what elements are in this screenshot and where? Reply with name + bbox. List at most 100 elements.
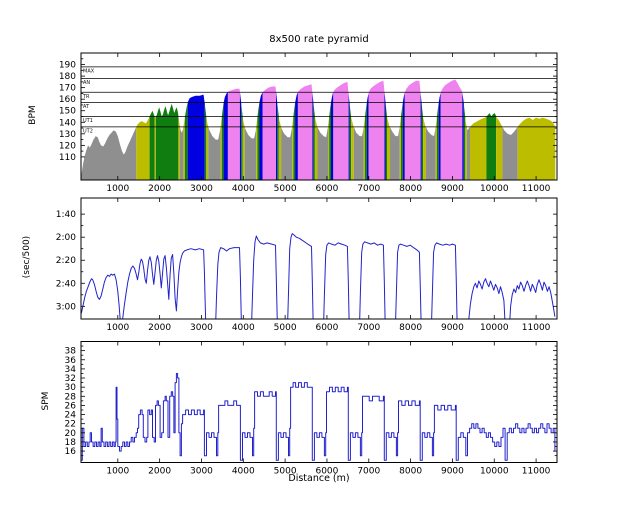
hr-zone-area-UT2-yellow <box>183 116 185 180</box>
hr-zone-area-UT2-yellow <box>136 116 150 180</box>
pace_sec_per_500m-line <box>81 233 556 319</box>
hr-zone-area-AT-blue <box>384 92 386 180</box>
hr-zone-area-UT2-yellow <box>206 116 209 180</box>
heart-rate-plot: MAX AN TR AT UT1 UT2 1000 2000 3000 4000 5000 6000 7… <box>59 52 558 194</box>
x-tick-label: 10000 <box>480 467 509 477</box>
stroke-rate-frame <box>80 341 558 463</box>
x-tick-label: 7000 <box>357 323 380 333</box>
hr-zone-area-UT1-green <box>385 102 387 180</box>
pace-axis-label: (sec/500) <box>22 235 32 279</box>
hr-zone-area-UT2-yellow <box>256 116 258 180</box>
hr-zone-area-rest-gray <box>425 126 436 180</box>
hr-zone-area-UT1-green <box>401 102 403 180</box>
x-tick-label: 6000 <box>315 323 338 333</box>
hr-zone-area-UT1-green <box>184 102 188 180</box>
hr-zone-area-UT2-yellow <box>278 116 282 180</box>
y-tick-label: 24 <box>65 411 77 421</box>
y-tick-label: 20 <box>65 429 77 439</box>
hr-zone-area-rest-gray <box>81 126 137 180</box>
hr-zone-area-UT1-green <box>329 102 331 180</box>
x-tick-label: 9000 <box>441 323 464 333</box>
hr-zone-area-AT-blue <box>348 92 350 180</box>
y-tick-label: 36 <box>65 356 77 366</box>
hr-zone-area-rest-gray <box>317 126 328 180</box>
x-tick-label: 8000 <box>399 467 422 477</box>
x-tick-label: 9000 <box>441 184 464 194</box>
hr-zone-area-UT1-green <box>313 102 315 180</box>
y-tick-label: 2:20 <box>56 256 76 266</box>
hr-zone-area-AT-blue <box>366 92 369 180</box>
hr-zone-area-UT1-green <box>421 102 424 180</box>
x-tick-label: 7000 <box>357 184 380 194</box>
hr-zone-area-AT-blue <box>402 92 405 180</box>
hr-zone-area-TR-violet <box>227 88 240 180</box>
x-tick-label: 5000 <box>274 323 297 333</box>
hr-zone-area-TR-violet <box>262 86 276 180</box>
x-tick-label: 4000 <box>232 184 255 194</box>
hr-zone-area-UT2-yellow <box>517 117 556 180</box>
zone-line-label-AN: AN <box>83 80 90 86</box>
y-tick-label: 120 <box>59 141 76 151</box>
y-tick-label: 130 <box>59 130 76 140</box>
hr-zone-area-AT-blue <box>295 92 298 180</box>
x-tick-label: 7000 <box>357 467 380 477</box>
hr-zone-area-UT1-green <box>221 102 224 180</box>
x-tick-label: 5000 <box>274 184 297 194</box>
x-tick-label: 5000 <box>274 467 297 477</box>
hr-zone-area-AT-blue <box>239 92 242 180</box>
y-tick-label: 30 <box>65 383 77 393</box>
hr-zone-area-UT2-yellow <box>387 116 390 180</box>
hr-zone-area-UT1-green <box>486 113 497 180</box>
hr-zone-area-TR-violet <box>440 79 463 180</box>
x-tick-label: 4000 <box>232 467 255 477</box>
hr-zone-area-UT1-green <box>149 110 155 180</box>
y-tick-label: 140 <box>59 118 76 128</box>
y-tick-label: 150 <box>59 107 76 117</box>
distance-axis-label: Distance (m) <box>288 473 350 484</box>
hr-zone-area-TR-violet <box>368 80 385 180</box>
hr-zone-area-rest-gray <box>466 126 470 180</box>
hr-zone-area-AT-blue <box>276 92 278 180</box>
hr-zone-area-UT2-yellow <box>154 116 156 180</box>
y-tick-label: 16 <box>65 447 77 457</box>
hr-zone-area-UT1-green <box>436 102 439 180</box>
x-tick-label: 3000 <box>190 323 213 333</box>
zone-line-label-UT2: UT2 <box>83 128 93 134</box>
y-tick-label: 22 <box>65 420 76 430</box>
x-tick-label: 2000 <box>148 323 171 333</box>
hr-zone-area-UT2-yellow <box>292 116 294 180</box>
hr-zone-area-UT1-green <box>155 103 179 180</box>
hr-zone-area-AT-blue <box>312 92 314 180</box>
y-tick-label: 38 <box>65 347 77 357</box>
hr-zone-area-AT-blue <box>331 92 334 180</box>
hr-zone-area-UT2-yellow <box>178 116 180 180</box>
x-tick-label: 1000 <box>106 184 129 194</box>
hr-zone-area-UT2-yellow <box>470 116 487 180</box>
y-tick-label: 2:00 <box>56 233 76 243</box>
stroke-rate-plot: 1000 2000 3000 4000 5000 6000 7000 8000 9000 1000… <box>65 341 558 477</box>
y-tick-label: 170 <box>59 84 76 94</box>
x-tick-label: 6000 <box>315 467 338 477</box>
pace-plot: 1000 2000 3000 4000 5000 6000 7000 8000 9000 1000… <box>56 197 558 333</box>
y-tick-label: 1:40 <box>56 210 76 220</box>
x-tick-label: 8000 <box>399 184 422 194</box>
zone-line-label-TR: TR <box>82 94 90 100</box>
spm-axis-label: SPM <box>41 391 51 411</box>
hr-zone-area-UT2-yellow <box>351 116 354 180</box>
chart-title: 8x500 rate pyramid <box>269 34 369 45</box>
hr-zone-area-TR-violet <box>297 84 313 180</box>
x-tick-label: 10000 <box>480 323 509 333</box>
zone-line-label-AT: AT <box>83 104 90 110</box>
x-tick-label: 9000 <box>441 467 464 477</box>
hr-zone-area-rest-gray <box>353 126 364 180</box>
x-tick-label: 3000 <box>190 467 213 477</box>
x-tick-label: 11000 <box>522 184 551 194</box>
hr-zone-area-UT2-yellow <box>399 116 401 180</box>
hr-zone-area-rest-gray <box>281 126 293 180</box>
y-tick-label: 26 <box>65 401 77 411</box>
x-tick-label: 2000 <box>148 184 171 194</box>
hr-zone-area-rest-gray <box>244 126 257 180</box>
zone-line-label-UT1: UT1 <box>83 118 93 124</box>
